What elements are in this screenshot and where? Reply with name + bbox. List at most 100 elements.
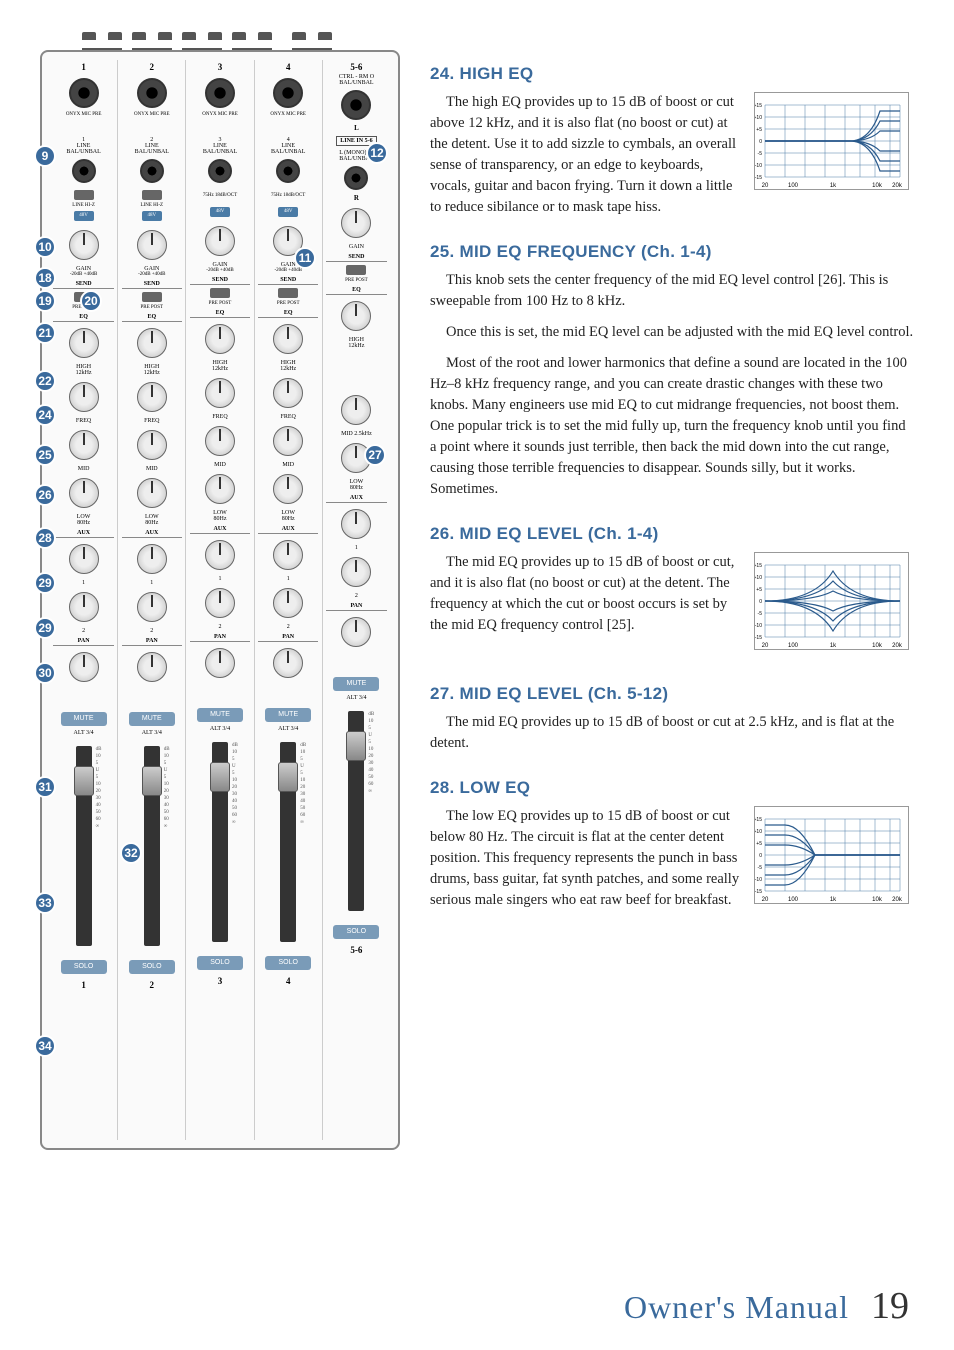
- fader: dB105U5102030405060∞: [212, 742, 228, 942]
- pan-knob: [69, 652, 99, 682]
- channel-strip-1: 1ONYX MIC PRE1LINEBAL/UNBALLINE HI-Z48VG…: [50, 60, 118, 1140]
- mute-button: MUTE: [197, 708, 243, 722]
- mute-button: MUTE: [61, 712, 107, 726]
- svg-text:0: 0: [759, 853, 762, 859]
- callout-30: 30: [34, 662, 56, 684]
- pan-knob: [341, 617, 371, 647]
- solo-button: SOLO: [333, 925, 379, 939]
- line-jack: [208, 159, 232, 183]
- text-content: 24. HIGH EQ 20 100 1k 10k 20k +15 +10 +5 0 -5 -10 -1…: [420, 50, 914, 1150]
- callout-34: 34: [34, 1035, 56, 1057]
- section-paragraph: This knob sets the center frequency of t…: [430, 270, 914, 312]
- svg-text:10k: 10k: [872, 897, 883, 903]
- svg-text:0: 0: [759, 599, 762, 605]
- callout-12: 12: [366, 142, 388, 164]
- svg-text:-15: -15: [755, 889, 762, 895]
- line-jack: [72, 159, 96, 183]
- svg-text:+15: +15: [754, 563, 762, 569]
- high-eq-knob: [69, 328, 99, 358]
- mid-freq-knob: [137, 382, 167, 412]
- high-eq-knob: [205, 324, 235, 354]
- footer-title: Owner's Manual: [624, 1289, 849, 1325]
- callout-10: 10: [34, 236, 56, 258]
- section-heading-24: 24. HIGH EQ: [430, 64, 914, 84]
- hiz-switch: [142, 190, 162, 200]
- aux2-knob: [137, 592, 167, 622]
- mid-level-knob: [273, 426, 303, 456]
- svg-text:+5: +5: [756, 127, 762, 133]
- callout-26: 26: [34, 484, 56, 506]
- callout-22: 22: [34, 370, 56, 392]
- pre-post-switch: [210, 288, 230, 298]
- svg-text:20k: 20k: [892, 643, 903, 649]
- mid-level-knob: [205, 426, 235, 456]
- eq-graph-shelf-high: 201001k10k20k+15+10+50-5-10-15: [754, 92, 909, 190]
- callout-9: 9: [34, 145, 56, 167]
- callout-25: 25: [34, 444, 56, 466]
- callout-28: 28: [34, 527, 56, 549]
- section-heading-27: 27. MID EQ LEVEL (Ch. 5-12): [430, 684, 914, 704]
- svg-text:100: 100: [788, 897, 799, 903]
- callout-24: 24: [34, 404, 56, 426]
- pan-knob: [137, 652, 167, 682]
- callout-21: 21: [34, 322, 56, 344]
- mid-knob: [341, 395, 371, 425]
- svg-text:-5: -5: [758, 151, 763, 157]
- svg-text:-15: -15: [755, 635, 762, 641]
- svg-text:20k: 20k: [892, 183, 903, 189]
- section-paragraph: The mid EQ provides up to 15 dB of boost…: [430, 712, 914, 754]
- svg-text:20: 20: [762, 643, 769, 649]
- pre-post-switch: [278, 288, 298, 298]
- eq-graph-shelf-low: 201001k10k20k+15+10+50-5-10-15: [754, 806, 909, 904]
- aux1-knob: [341, 509, 371, 539]
- pre-post-switch: [142, 292, 162, 302]
- fader: dB105U5102030405060∞: [348, 711, 364, 911]
- svg-text:+5: +5: [756, 587, 762, 593]
- ctrl-jack: [341, 90, 371, 120]
- mid-freq-knob: [205, 378, 235, 408]
- svg-text:100: 100: [788, 183, 799, 189]
- mic-jack: [137, 78, 167, 108]
- high-eq-knob: [273, 324, 303, 354]
- callout-27: 27: [364, 444, 386, 466]
- solo-button: SOLO: [129, 960, 175, 974]
- line-jack: [276, 159, 300, 183]
- svg-text:10k: 10k: [872, 643, 883, 649]
- phantom-switch: 48V: [210, 207, 230, 217]
- svg-text:1k: 1k: [830, 643, 837, 649]
- callout-29: 29: [34, 572, 56, 594]
- svg-text:-10: -10: [755, 877, 762, 883]
- high-eq-knob: [137, 328, 167, 358]
- svg-text:20k: 20k: [892, 897, 903, 903]
- aux2-knob: [341, 557, 371, 587]
- svg-text:20: 20: [762, 183, 769, 189]
- mic-jack: [69, 78, 99, 108]
- gain-knob: [205, 226, 235, 256]
- callout-11: 11: [294, 247, 316, 269]
- eq-graph-peak: 201001k10k20k+15+10+50-5-10-15: [754, 552, 909, 650]
- mixer-diagram: 9101112181920212224252627282930313233342…: [40, 50, 400, 1150]
- section-paragraph: Once this is set, the mid EQ level can b…: [430, 322, 914, 343]
- channel-strip-5-6: 5-6CTRL - RM OBAL/UNBALLLINE IN 5-6L (MO…: [323, 60, 390, 1140]
- aux2-knob: [273, 588, 303, 618]
- gain-knob: [69, 230, 99, 260]
- svg-text:+10: +10: [754, 575, 762, 581]
- section-heading-26: 26. MID EQ LEVEL (Ch. 1-4): [430, 524, 914, 544]
- phantom-switch: 48V: [74, 211, 94, 221]
- mic-jack: [273, 78, 303, 108]
- section-heading-25: 25. MID EQ FREQUENCY (Ch. 1-4): [430, 242, 914, 262]
- aux1-knob: [273, 540, 303, 570]
- callout-29b: 29: [34, 617, 56, 639]
- mid-level-knob: [69, 430, 99, 460]
- svg-text:-15: -15: [755, 175, 762, 181]
- low-eq-knob: [69, 478, 99, 508]
- callout-32: 32: [120, 842, 142, 864]
- mute-button: MUTE: [265, 708, 311, 722]
- channel-strip-4: 4ONYX MIC PRE4LINEBAL/UNBAL75Hz 18dB/OCT…: [255, 60, 323, 1140]
- solo-button: SOLO: [265, 956, 311, 970]
- svg-text:0: 0: [759, 139, 762, 145]
- svg-text:-5: -5: [758, 865, 763, 871]
- callout-20: 20: [80, 290, 102, 312]
- svg-text:+15: +15: [754, 103, 762, 109]
- mic-jack: [205, 78, 235, 108]
